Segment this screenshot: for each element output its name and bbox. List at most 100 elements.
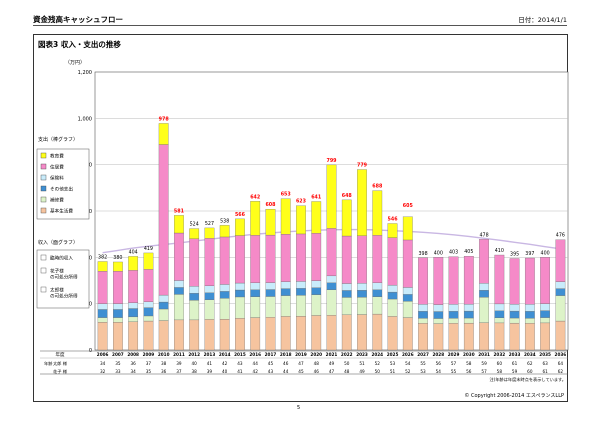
bar-segment-basic — [311, 315, 322, 351]
legend-swatch-insurance — [40, 174, 47, 181]
bar-segment-basic — [372, 313, 383, 351]
bar-segment-basic — [326, 315, 337, 351]
age-husband-cell: 58 — [466, 361, 472, 366]
bar-segment-living — [524, 257, 535, 305]
bar-segment-other — [387, 291, 398, 300]
bar-segment-living — [113, 271, 123, 304]
legend-expense-box — [36, 148, 90, 220]
bar-segment-education — [219, 225, 230, 238]
age-husband-cell: 48 — [314, 361, 320, 366]
bar-segment-other — [418, 311, 428, 319]
bar-segment-other — [524, 311, 535, 319]
bar-total-label: 524 — [190, 222, 199, 228]
x-tick-label: 2006 — [97, 352, 109, 357]
bar-total-label: 419 — [144, 246, 153, 252]
x-tick-label: 2030 — [463, 352, 475, 357]
legend-income-swatch — [40, 286, 47, 293]
age-wife-cell: 52 — [405, 369, 411, 374]
bar-segment-other — [250, 289, 261, 297]
bar-segment-other — [97, 309, 108, 318]
bar-segment-housing — [357, 297, 367, 315]
bar-segment-insurance — [509, 303, 520, 312]
x-tick-label: 2020 — [310, 352, 322, 357]
bar-segment-other — [174, 287, 184, 295]
bar-segment-basic — [387, 316, 398, 351]
age-wife-cell: 47 — [329, 369, 335, 374]
age-wife-cell: 59 — [512, 369, 518, 374]
x-tick-label: 2013 — [204, 352, 216, 357]
bar-segment-insurance — [143, 301, 154, 308]
age-wife-cell: 49 — [359, 369, 365, 374]
bar-segment-housing — [540, 317, 550, 324]
bar-segment-other — [402, 294, 413, 302]
bar-segment-education — [280, 198, 291, 235]
bar-segment-living — [204, 238, 215, 286]
bar-total-label: 405 — [464, 249, 473, 255]
figure-title: 図表3 収入・支出の推移 — [38, 40, 121, 49]
bar-segment-basic — [524, 323, 535, 351]
y-axis-unit-label: （万円） — [65, 60, 85, 66]
bar-segment-basic — [97, 322, 108, 351]
legend-income-label: の可処分所得 — [50, 274, 78, 281]
bar-segment-housing — [128, 316, 139, 322]
bar-segment-education — [174, 215, 184, 234]
bar-segment-housing — [433, 318, 444, 324]
bar-segment-housing — [311, 294, 322, 316]
bar-total-label: 581 — [174, 208, 184, 214]
bar-segment-other — [463, 310, 474, 319]
bar-segment-other — [189, 293, 200, 301]
bar-segment-living — [219, 236, 230, 285]
age-husband-cell: 41 — [207, 361, 213, 366]
age-wife-cell: 35 — [146, 369, 152, 374]
age-wife-cell: 39 — [207, 369, 213, 374]
bar-segment-basic — [158, 320, 169, 351]
bar-segment-basic — [204, 319, 215, 351]
bar-segment-insurance — [265, 282, 276, 290]
bar-segment-basic — [479, 322, 489, 351]
bar-segment-education — [128, 256, 139, 271]
bar-segment-basic — [509, 322, 520, 351]
legend-swatch-basic — [40, 207, 47, 214]
bar-total-label: 382 — [98, 255, 107, 261]
bar-segment-basic — [540, 322, 550, 351]
bar-total-label: 623 — [296, 199, 306, 205]
bar-segment-housing — [235, 296, 245, 319]
age-husband-cell: 59 — [481, 361, 487, 366]
bar-segment-basic — [418, 323, 428, 351]
bar-total-label: 400 — [434, 250, 443, 256]
bar-total-label: 566 — [235, 212, 246, 218]
bar-segment-education — [158, 123, 169, 145]
bar-segment-insurance — [97, 303, 108, 310]
bar-segment-living — [479, 239, 489, 284]
age-husband-cell: 40 — [192, 361, 198, 366]
bar-segment-insurance — [280, 281, 291, 289]
age-wife-cell: 48 — [344, 369, 350, 374]
legend-swatch-education — [40, 152, 47, 159]
bar-total-label: 605 — [403, 203, 413, 209]
bar-segment-insurance — [387, 284, 398, 293]
legend-swatch-other — [40, 185, 47, 192]
bar-segment-housing — [280, 295, 291, 317]
bar-segment-living — [235, 235, 245, 284]
bar-segment-basic — [494, 322, 505, 351]
bar-segment-other — [158, 301, 169, 310]
age-wife-cell: 45 — [298, 369, 304, 374]
bar-segment-insurance — [113, 303, 123, 310]
bar-segment-education — [326, 164, 337, 229]
bar-total-label: 688 — [372, 184, 383, 190]
age-wife-cell: 57 — [481, 369, 487, 374]
legend-income-label: の可処分所得 — [50, 293, 78, 300]
bar-segment-insurance — [479, 283, 489, 291]
bar-segment-basic — [143, 320, 154, 351]
bar-total-label: 398 — [418, 251, 427, 257]
age-husband-cell: 57 — [451, 361, 457, 366]
bar-segment-insurance — [311, 280, 322, 288]
legend-income-title: 収入（面グラフ） — [38, 239, 78, 246]
bar-segment-insurance — [235, 282, 245, 291]
bar-segment-basic — [128, 321, 139, 351]
bar-segment-housing — [524, 318, 535, 324]
bar-segment-living — [280, 234, 291, 282]
x-tick-label: 2007 — [112, 352, 124, 357]
legend-expense-label: 教育費 — [50, 153, 64, 160]
bar-segment-housing — [418, 318, 428, 324]
